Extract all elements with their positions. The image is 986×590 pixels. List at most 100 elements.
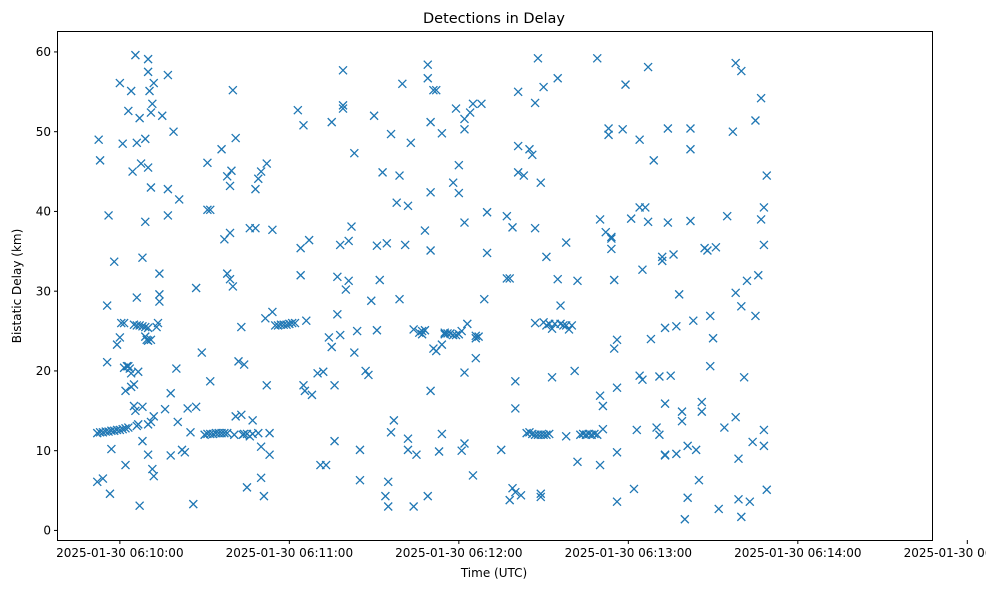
data-point: [711, 242, 721, 252]
data-point: [180, 447, 190, 457]
data-point: [736, 512, 746, 522]
data-point: [154, 297, 164, 307]
data-point: [347, 222, 356, 232]
data-point: [714, 504, 724, 514]
data-point: [105, 489, 115, 499]
data-point: [530, 98, 540, 108]
y-tick-label: 50: [36, 125, 51, 139]
data-point: [126, 86, 136, 96]
data-point: [149, 471, 159, 481]
data-point: [300, 386, 310, 396]
data-point: [349, 148, 359, 158]
data-point: [253, 428, 263, 438]
data-point: [671, 449, 681, 459]
data-point: [102, 357, 112, 367]
data-point: [621, 80, 630, 90]
data-point: [482, 248, 492, 258]
data-point: [451, 330, 461, 340]
data-point: [570, 366, 580, 376]
data-point: [660, 323, 670, 333]
data-point: [536, 492, 546, 502]
data-point: [112, 340, 122, 350]
data-point: [344, 276, 354, 286]
data-point: [160, 404, 170, 414]
data-point: [657, 252, 667, 262]
data-point: [553, 73, 563, 83]
data-point: [663, 124, 673, 133]
data-point: [637, 375, 647, 385]
data-point: [420, 325, 430, 335]
data-point: [94, 135, 104, 145]
data-point: [296, 243, 306, 253]
data-point: [697, 397, 707, 407]
data-point: [138, 402, 147, 412]
data-point: [236, 322, 246, 332]
data-point: [154, 269, 164, 279]
data-point: [462, 319, 472, 329]
data-point: [541, 252, 551, 262]
data-point: [400, 240, 410, 250]
data-point: [191, 283, 201, 293]
data-point: [145, 86, 154, 96]
data-point: [382, 238, 392, 248]
data-point: [378, 167, 388, 177]
data-point: [736, 301, 746, 311]
data-point: [205, 376, 215, 386]
data-point: [417, 326, 427, 336]
data-point: [149, 411, 159, 421]
data-point: [146, 417, 156, 427]
data-point: [553, 274, 563, 284]
data-point: [609, 344, 619, 354]
data-point: [133, 367, 143, 377]
data-point: [686, 144, 695, 154]
data-point: [355, 475, 365, 485]
data-point: [183, 403, 193, 413]
data-point: [143, 67, 153, 77]
data-point: [265, 450, 275, 460]
data-point: [457, 446, 467, 456]
data-point: [612, 383, 622, 393]
data-point: [149, 78, 159, 88]
data-point: [225, 228, 235, 238]
data-point: [256, 167, 266, 177]
data-point: [386, 129, 396, 139]
data-point: [564, 325, 574, 334]
data-point: [739, 372, 749, 382]
data-point: [530, 223, 540, 233]
data-point: [123, 106, 133, 116]
data-point: [307, 390, 317, 400]
data-point: [530, 318, 540, 328]
data-point: [722, 211, 732, 221]
data-point: [338, 65, 348, 75]
data-point: [222, 171, 232, 181]
data-point: [234, 356, 243, 366]
data-point: [250, 184, 260, 194]
data-point: [321, 460, 331, 470]
data-point: [380, 491, 390, 501]
data-point: [508, 222, 517, 232]
data-point: [231, 411, 241, 421]
x-axis-label: Time (UTC): [460, 566, 527, 580]
data-point: [138, 253, 147, 263]
x-tick-label: 2025-01-30 06:15:00: [904, 546, 986, 560]
data-point: [652, 423, 662, 433]
data-point: [128, 167, 138, 177]
data-point: [694, 475, 704, 485]
data-point: [222, 428, 232, 438]
data-point: [683, 441, 693, 451]
y-axis-label: Bistatic Delay (km): [10, 229, 24, 344]
data-point: [327, 342, 337, 352]
data-point: [369, 111, 379, 121]
y-axis-ticks: 0 10 20 30 40 50 60: [36, 45, 58, 538]
data-point: [762, 485, 772, 495]
data-point: [680, 514, 690, 524]
data-point: [304, 235, 314, 245]
data-point: [502, 211, 512, 221]
data-point: [468, 470, 478, 480]
data-point: [454, 160, 464, 170]
data-point: [460, 368, 469, 377]
data-point: [533, 53, 543, 63]
data-point: [482, 207, 492, 217]
data-point: [702, 246, 712, 255]
